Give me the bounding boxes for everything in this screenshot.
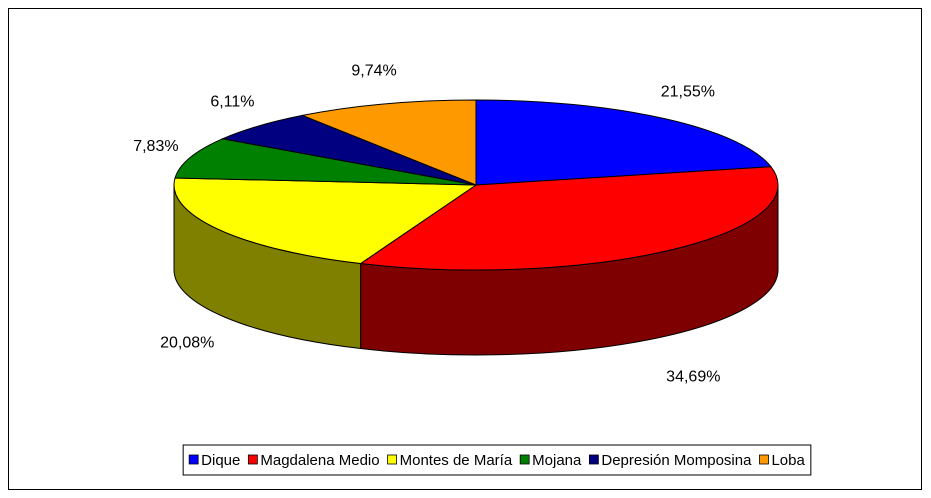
legend-swatch	[387, 454, 398, 465]
data-label: 7,83%	[133, 138, 178, 155]
data-label: 9,74%	[351, 63, 396, 80]
legend-label: Loba	[771, 452, 805, 469]
pie-slice	[173, 177, 478, 265]
data-label: 6,11%	[210, 94, 254, 111]
legend-label: Depresión Momposina	[601, 452, 752, 469]
pie-slice	[300, 99, 477, 186]
legend-label: Montes de María	[400, 452, 513, 469]
legend-swatch	[188, 454, 199, 465]
legend-swatch	[519, 454, 530, 465]
legend-label: Dique	[201, 452, 240, 469]
legend-swatch	[247, 454, 258, 465]
data-label: 20,08%	[160, 334, 214, 351]
pie-slice	[174, 138, 477, 186]
data-label: 21,55%	[661, 83, 715, 100]
legend-label: Mojana	[532, 452, 582, 469]
pie-slice	[475, 99, 772, 186]
legend	[182, 444, 812, 476]
pie-slice	[220, 114, 477, 186]
legend-swatch	[759, 454, 769, 465]
legend-label: Magdalena Medio	[260, 452, 379, 469]
data-label: 34,69%	[666, 369, 720, 386]
legend-swatch	[588, 454, 599, 465]
